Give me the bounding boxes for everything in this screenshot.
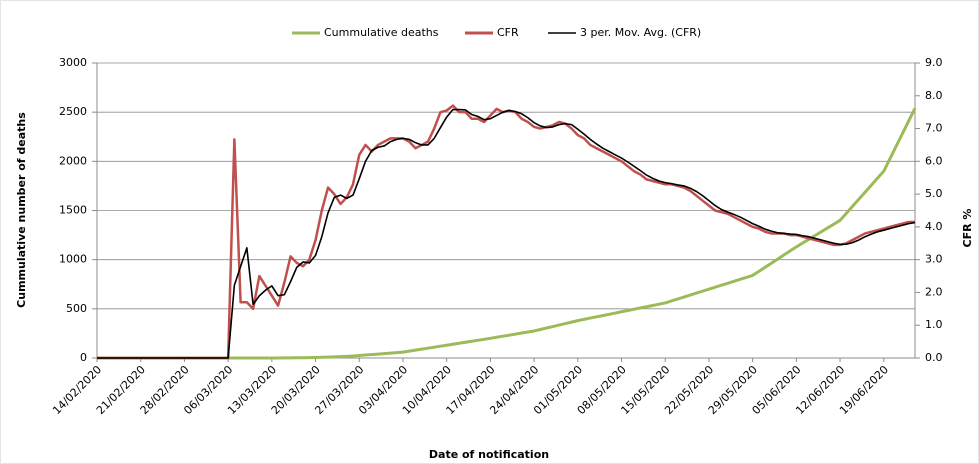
y-tick-label: 1000 <box>59 253 87 266</box>
y2-tick-label: 6.0 <box>925 154 943 167</box>
y2-tick-label: 5.0 <box>925 187 943 200</box>
y2-tick-label: 9.0 <box>925 56 943 69</box>
y-tick-label: 500 <box>66 302 87 315</box>
y-tick-label: 1500 <box>59 204 87 217</box>
legend-label: CFR <box>497 26 519 39</box>
legend-label: Cummulative deaths <box>324 26 439 39</box>
y-tick-label: 2000 <box>59 154 87 167</box>
y2-tick-label: 1.0 <box>925 318 943 331</box>
y-axis-title: Cummulative number of deaths <box>15 112 28 308</box>
legend-label: 3 per. Mov. Avg. (CFR) <box>580 26 701 39</box>
y2-tick-label: 2.0 <box>925 285 943 298</box>
y2-tick-label: 0.0 <box>925 351 943 364</box>
y2-tick-label: 7.0 <box>925 122 943 135</box>
x-axis-title: Date of notification <box>429 448 549 461</box>
series-line <box>97 108 916 359</box>
y-tick-label: 0 <box>80 351 87 364</box>
y-tick-label: 3000 <box>59 56 87 69</box>
series-line <box>97 107 917 360</box>
y2-tick-label: 8.0 <box>925 89 943 102</box>
y2-tick-label: 4.0 <box>925 220 943 233</box>
y2-axis-title: CFR % <box>961 209 974 248</box>
y2-tick-label: 3.0 <box>925 253 943 266</box>
y-tick-label: 2500 <box>59 105 87 118</box>
